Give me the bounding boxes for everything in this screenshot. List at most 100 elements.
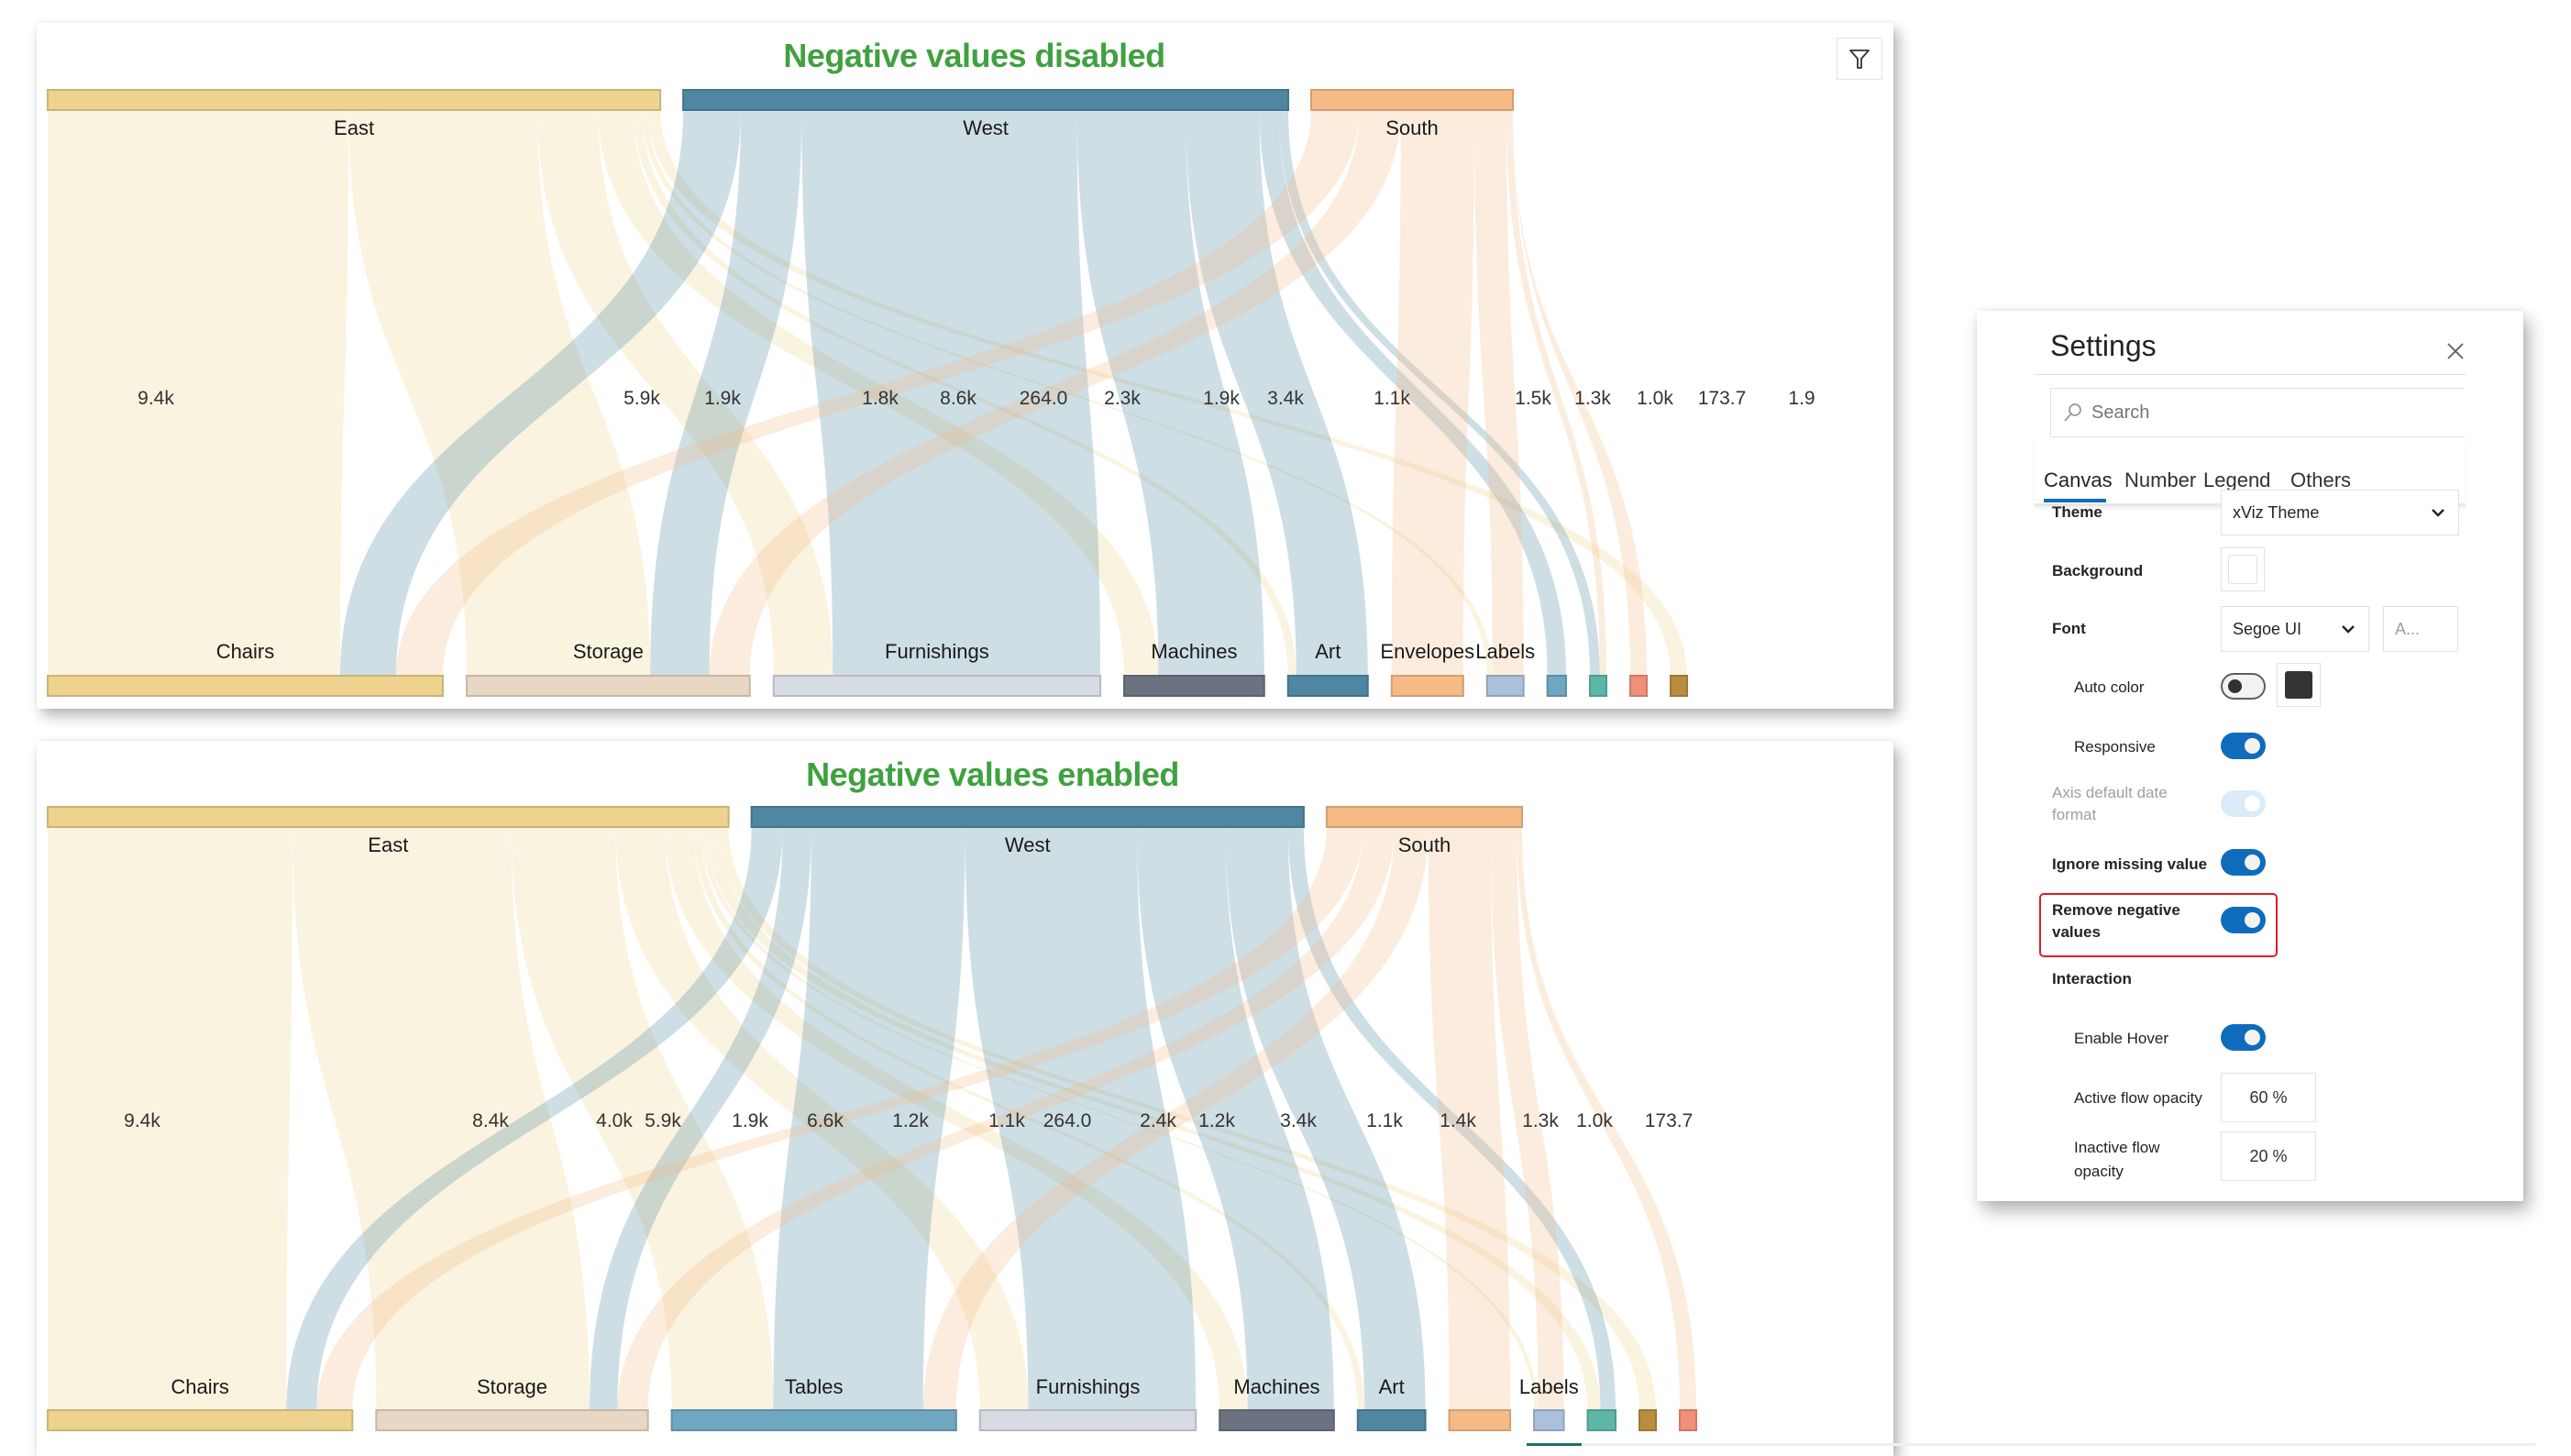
font-size-input[interactable]: A... <box>2383 606 2458 652</box>
scrollbar-thumb[interactable] <box>1527 1443 1582 1446</box>
flow-west-to-storage[interactable] <box>650 110 802 676</box>
inactive-flow-opacity-input[interactable]: 20 % <box>2221 1131 2316 1181</box>
flow-south-to-envelopes[interactable] <box>1428 827 1511 1410</box>
flow-west-to-chairs[interactable] <box>339 110 741 676</box>
flow-west-to-storage[interactable] <box>589 827 811 1410</box>
enable-hover-toggle[interactable] <box>2221 1024 2266 1051</box>
font-color-picker[interactable] <box>2277 663 2321 707</box>
background-color-picker[interactable] <box>2221 547 2265 591</box>
flow-east-to-fasteners[interactable] <box>705 827 1601 1410</box>
flow-west-to-furnishings[interactable] <box>965 827 1197 1410</box>
node-west[interactable] <box>750 806 1305 828</box>
axis-date-format-toggle[interactable] <box>2221 790 2266 817</box>
flow-south-to-labels[interactable] <box>1490 827 1564 1410</box>
flow-east-to-machines[interactable] <box>665 827 1248 1410</box>
flow-west-to-binders[interactable] <box>1259 110 1566 676</box>
node-tables[interactable] <box>670 1409 957 1431</box>
flow-east-to-chairs[interactable] <box>48 827 293 1410</box>
node-machines[interactable] <box>1219 1409 1335 1431</box>
ignore-missing-toggle[interactable] <box>2221 849 2266 876</box>
node-furnishings[interactable] <box>978 1409 1197 1431</box>
flow-south-to-paper[interactable] <box>1517 827 1696 1410</box>
node-machines[interactable] <box>1123 675 1265 697</box>
flow-west-to-machines[interactable] <box>1076 110 1264 676</box>
flow-south-to-fasteners[interactable] <box>1506 110 1606 676</box>
flow-south-to-storage[interactable] <box>709 110 1401 676</box>
node-paper[interactable] <box>1629 675 1648 697</box>
flow-west-to-art[interactable] <box>1225 827 1426 1410</box>
flow-east-to-chairs[interactable] <box>48 110 349 676</box>
node-envelopes[interactable] <box>1390 675 1464 697</box>
node-labels[interactable] <box>1485 675 1525 697</box>
node-supplies[interactable] <box>1639 1409 1657 1431</box>
flow-east-to-storage[interactable] <box>348 110 651 676</box>
value-labels-layer: 9.4k 8.4k 4.0k 5.9k 1.9k 6.6k 1.2k 1.1k 264.0 2.4… <box>124 1110 1693 1131</box>
font-select[interactable]: Segoe UI <box>2221 606 2369 652</box>
node-chairs[interactable] <box>47 1409 354 1431</box>
flow-south-to-chairs[interactable] <box>396 110 1360 676</box>
node-west[interactable] <box>682 89 1289 111</box>
flow-east-to-labels[interactable] <box>642 110 1493 676</box>
flow-value-label: 9.4k <box>138 388 174 409</box>
chevron-down-icon <box>2342 625 2355 634</box>
flow-east-to-supplies[interactable] <box>647 110 1688 676</box>
background-swatch <box>2228 555 2257 584</box>
flow-south-to-tables[interactable] <box>922 827 1429 1410</box>
node-storage[interactable] <box>465 675 751 697</box>
node-labels[interactable] <box>1533 1409 1565 1431</box>
node-binders[interactable] <box>1546 675 1567 697</box>
flow-west-to-tables[interactable] <box>773 827 966 1410</box>
node-storage[interactable] <box>375 1409 649 1431</box>
node-south[interactable] <box>1309 89 1515 111</box>
flow-west-to-art[interactable] <box>1186 110 1368 676</box>
node-art[interactable] <box>1356 1409 1427 1431</box>
flow-east-to-labels[interactable] <box>701 827 1539 1410</box>
flow-east-to-furnishings[interactable] <box>615 827 1029 1410</box>
horizontal-scrollbar[interactable] <box>1527 1443 2535 1446</box>
tab-number[interactable]: Number <box>2124 469 2197 491</box>
flow-value-label: 6.6k <box>807 1110 844 1131</box>
flow-west-to-fasteners[interactable] <box>1278 110 1600 676</box>
remove-negative-toggle[interactable] <box>2221 907 2266 933</box>
flow-east-to-art[interactable] <box>693 827 1365 1410</box>
node-fasteners[interactable] <box>1589 675 1607 697</box>
flow-west-to-fasteners[interactable] <box>1287 827 1616 1410</box>
active-flow-opacity-input[interactable]: 60 % <box>2221 1073 2316 1122</box>
flow-east-to-tables[interactable] <box>511 827 774 1410</box>
responsive-toggle[interactable] <box>2221 733 2266 759</box>
node-paper[interactable] <box>1679 1409 1697 1431</box>
flow-south-to-paper[interactable] <box>1512 110 1647 676</box>
node-art[interactable] <box>1286 675 1369 697</box>
flow-east-to-furnishings[interactable] <box>537 110 833 676</box>
node-supplies[interactable] <box>1670 675 1688 697</box>
node-envelopes[interactable] <box>1448 1409 1512 1431</box>
node-fasteners[interactable] <box>1586 1409 1617 1431</box>
flow-south-to-envelopes[interactable] <box>1391 110 1475 676</box>
node-chairs[interactable] <box>47 675 444 697</box>
filter-button[interactable] <box>1837 38 1882 80</box>
search-input[interactable] <box>2090 401 2442 425</box>
node-furnishings[interactable] <box>772 675 1102 697</box>
flow-east-to-art[interactable] <box>633 110 1297 676</box>
flow-south-to-labels[interactable] <box>1474 110 1524 676</box>
node-east[interactable] <box>47 89 662 111</box>
flow-west-to-chairs[interactable] <box>286 827 783 1410</box>
tab-canvas[interactable]: Canvas <box>2044 469 2113 491</box>
settings-search[interactable] <box>2050 388 2465 437</box>
flow-west-to-machines[interactable] <box>1137 827 1334 1410</box>
flow-east-to-supplies[interactable] <box>718 827 1656 1410</box>
flow-east-to-storage[interactable] <box>292 827 590 1410</box>
tab-others[interactable]: Others <box>2290 469 2352 491</box>
flow-value-label: 2.3k <box>1104 388 1141 409</box>
tab-legend[interactable]: Legend <box>2203 469 2271 491</box>
flow-south-to-storage[interactable] <box>617 827 1395 1410</box>
node-south[interactable] <box>1325 806 1523 828</box>
theme-select[interactable]: xViz Theme <box>2221 490 2459 535</box>
flow-south-to-chairs[interactable] <box>316 827 1363 1410</box>
flow-west-to-furnishings[interactable] <box>801 110 1101 676</box>
node-east[interactable] <box>47 806 730 828</box>
auto-color-toggle[interactable] <box>2221 673 2266 700</box>
close-button[interactable] <box>2443 338 2468 364</box>
flow-east-to-machines[interactable] <box>598 110 1159 676</box>
flow-value-label: 264.0 <box>1020 388 1068 409</box>
